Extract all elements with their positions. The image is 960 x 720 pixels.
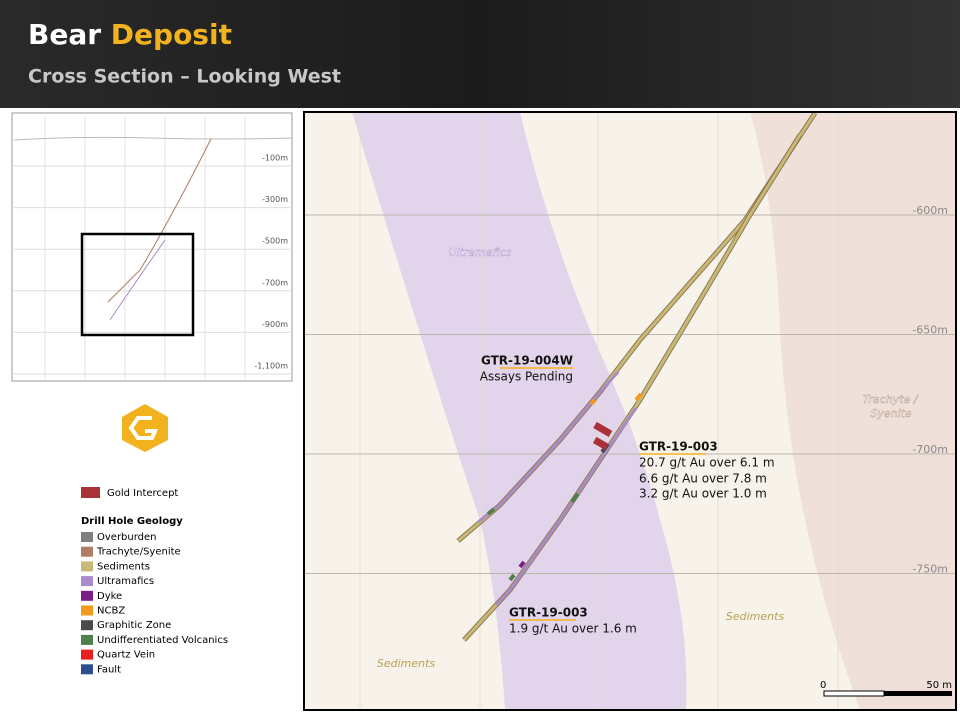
legend-label: Sediments	[97, 561, 150, 572]
legend-swatch	[81, 649, 93, 660]
assay: 1.9 g/t Au over 1.6 m	[509, 622, 637, 636]
hole-name: GTR-19-003	[639, 440, 718, 454]
inset-depth-label: -100m	[262, 154, 288, 163]
subtitle: Cross Section – Looking West	[28, 66, 341, 88]
unit-label: Syenite	[870, 407, 912, 420]
legend-label: Overburden	[97, 532, 157, 543]
legend-label: Graphitic Zone	[97, 620, 171, 631]
inset-depth-label: -900m	[262, 320, 288, 329]
legend-heading: Drill Hole Geology	[81, 516, 183, 527]
legend-swatch	[81, 546, 93, 557]
inset-frame	[11, 112, 293, 382]
inset-hole	[107, 138, 212, 303]
inset-depth-label: -1,100m	[254, 362, 288, 371]
scale-bar: 0 50 m	[820, 680, 952, 697]
legend-swatch	[81, 532, 93, 542]
scale-label: 50 m	[926, 680, 952, 691]
section-frame	[303, 111, 957, 711]
section-vgrid	[359, 112, 839, 710]
trachyte-zone	[750, 112, 956, 710]
hole-name: GTR-19-004W	[481, 354, 573, 368]
legend-swatch	[81, 590, 93, 601]
legend-swatch	[81, 487, 100, 498]
legend-swatch	[81, 634, 93, 645]
legend-label: Dyke	[97, 591, 122, 602]
unit-label: Trachyte /	[863, 393, 919, 406]
depth-label: -600m	[912, 204, 948, 217]
title: Bear Deposit	[28, 18, 232, 51]
inset-depth-label: -700m	[262, 278, 288, 287]
inset-topo	[13, 136, 293, 141]
inset-grid	[44, 116, 246, 378]
assay: 6.6 g/t Au over 7.8 m	[639, 472, 767, 486]
header-bg	[0, 0, 960, 108]
legend-label: Ultramafics	[97, 576, 154, 587]
hole-note: Assays Pending	[480, 370, 573, 384]
inset-zoom-box	[80, 232, 195, 337]
legend-label: Trachyte/Syenite	[96, 547, 181, 558]
legend-swatch	[81, 576, 93, 587]
inset-hole	[109, 239, 166, 321]
legend-label: NCBZ	[97, 606, 125, 617]
depth-label: -750m	[912, 563, 948, 576]
scale-label: 0	[820, 680, 826, 691]
legend-swatch	[81, 561, 93, 572]
legend-swatch	[81, 605, 93, 616]
legend-swatch	[81, 664, 93, 675]
logo	[122, 404, 168, 452]
legend-label: Undifferentiated Volcanics	[97, 635, 228, 646]
inset-depth-label: -300m	[262, 195, 288, 204]
hole-name: GTR-19-003	[509, 606, 588, 620]
unit-label: Sediments	[377, 657, 436, 670]
legend-label: Gold Intercept	[107, 488, 178, 499]
assay: 3.2 g/t Au over 1.0 m	[639, 487, 767, 501]
inset-depth-label: -500m	[262, 237, 288, 246]
legend-label: Fault	[97, 664, 121, 675]
legend-label: Quartz Vein	[97, 650, 155, 661]
ultramafic-zone	[352, 112, 687, 710]
depth-label: -700m	[912, 443, 948, 456]
drill-holes	[456, 111, 818, 642]
assay: 20.7 g/t Au over 6.1 m	[639, 456, 775, 470]
legend-swatch	[81, 620, 93, 631]
depth-label: -650m	[912, 324, 948, 337]
unit-label: Sediments	[726, 610, 785, 623]
unit-label: Ultramafics	[448, 246, 511, 259]
